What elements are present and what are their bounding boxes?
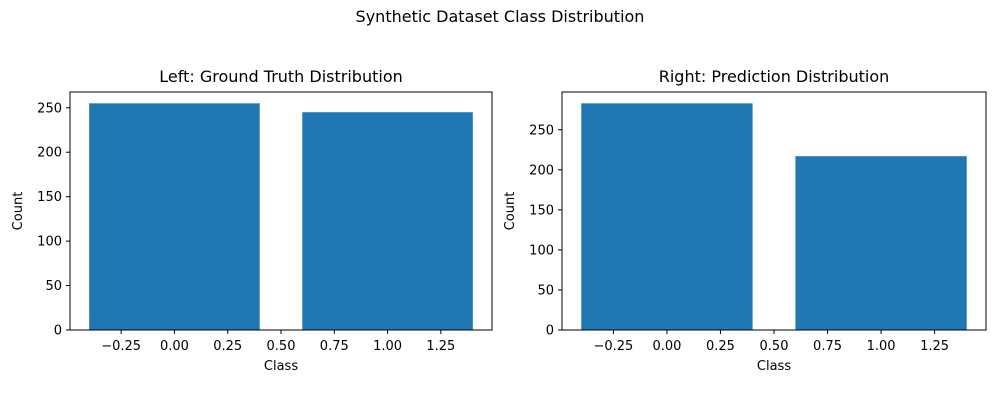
x-tick-label: 0.00: [652, 339, 681, 354]
x-tick-label: −0.25: [101, 339, 141, 354]
x-axis-label: Class: [264, 359, 298, 374]
y-tick-label: 150: [529, 203, 554, 218]
chart-title: Right: Prediction Distribution: [659, 67, 890, 86]
y-tick-label: 100: [529, 243, 554, 258]
y-axis-label: Count: [503, 192, 518, 231]
x-tick-label: 0.25: [706, 339, 735, 354]
y-tick-label: 150: [37, 190, 62, 205]
y-tick-label: 50: [45, 279, 62, 294]
y-tick-label: 50: [537, 283, 554, 298]
x-tick-label: 0.25: [213, 339, 242, 354]
chart-right: −0.25 0.00 0.25 0.50 0.75 1.00 1.25 0 50 100 150 20…: [503, 67, 987, 374]
x-tick-label: −0.25: [593, 339, 633, 354]
bar-class-1: [302, 112, 473, 330]
y-tick-label: 100: [37, 235, 62, 250]
y-tick-label: 250: [529, 123, 554, 138]
x-tick-label: 0.00: [160, 339, 189, 354]
y-tick-label: 200: [37, 146, 62, 161]
x-tick-label: 0.75: [320, 339, 349, 354]
y-tick-label: 250: [37, 101, 62, 116]
chart-left: −0.25 0.00 0.25 0.50 0.75 1.00 1.25 0 50 100 150 20…: [11, 67, 493, 374]
y-tick-label: 0: [546, 324, 554, 339]
bar-class-1: [795, 156, 967, 330]
x-tick-label: 1.25: [426, 339, 455, 354]
figure-suptitle: Synthetic Dataset Class Distribution: [356, 7, 645, 26]
x-tick-label: 1.25: [920, 339, 949, 354]
x-tick-label: 0.50: [267, 339, 296, 354]
x-tick-label: 1.00: [867, 339, 896, 354]
x-tick-label: 1.00: [373, 339, 402, 354]
bar-class-0: [89, 103, 260, 330]
x-axis-label: Class: [757, 359, 791, 374]
chart-title: Left: Ground Truth Distribution: [159, 67, 403, 86]
y-axis-label: Count: [11, 192, 26, 231]
y-tick-label: 200: [529, 163, 554, 178]
bar-class-0: [581, 103, 753, 330]
x-tick-label: 0.50: [760, 339, 789, 354]
x-tick-label: 0.75: [813, 339, 842, 354]
y-tick-label: 0: [54, 324, 62, 339]
